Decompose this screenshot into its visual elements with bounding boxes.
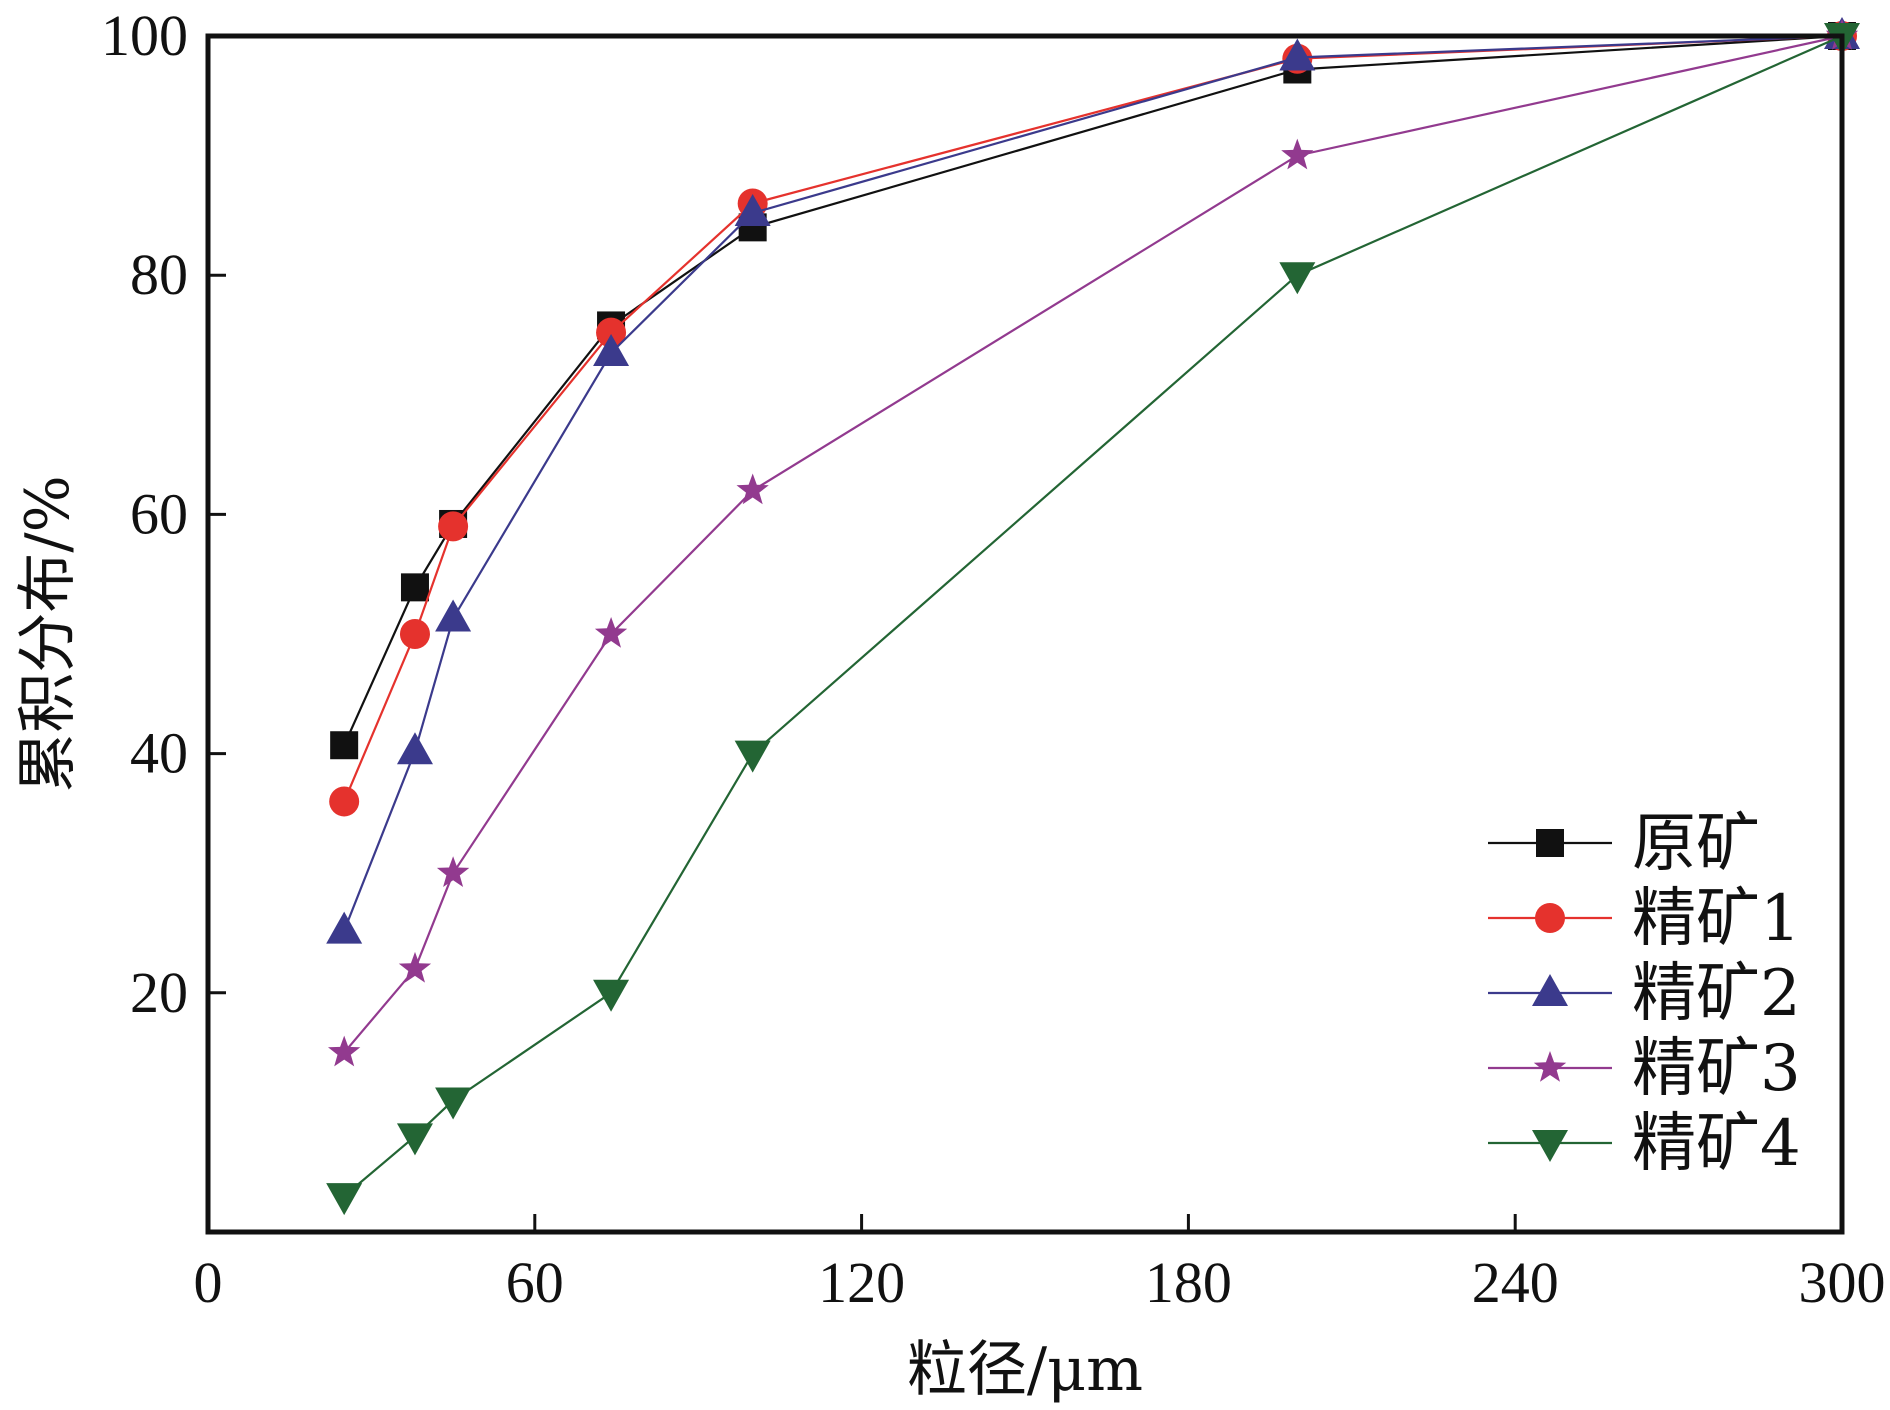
data-point xyxy=(326,911,363,944)
y-tick-label: 60 xyxy=(130,481,188,546)
y-tick-label: 100 xyxy=(101,3,188,68)
x-tick-label: 0 xyxy=(194,1250,223,1315)
legend-marker xyxy=(1532,1130,1568,1162)
tick-layer: 0 60 120 180 240 300 20 40 60 80 100 xyxy=(101,3,1886,1315)
legend-label: 精矿4 xyxy=(1632,1107,1801,1181)
data-point xyxy=(736,473,769,505)
plot-frame xyxy=(205,33,1845,1235)
data-point xyxy=(1279,38,1316,71)
legend-item: 精矿3 xyxy=(1488,1032,1801,1106)
data-point xyxy=(400,573,429,602)
legend-label: 精矿1 xyxy=(1632,882,1801,956)
legend-marker xyxy=(1533,1051,1567,1082)
x-tick-label: 180 xyxy=(1145,1250,1232,1315)
data-point xyxy=(435,1087,472,1120)
data-point xyxy=(396,732,433,765)
data-point xyxy=(330,731,359,760)
data-point xyxy=(438,511,469,542)
x-tick-label: 60 xyxy=(506,1250,564,1315)
series-5 xyxy=(326,23,1860,1216)
legend-label: 原矿 xyxy=(1632,807,1760,881)
data-point xyxy=(329,786,360,817)
data-point xyxy=(596,317,627,348)
data-point xyxy=(593,333,630,366)
legend-marker xyxy=(1536,829,1564,857)
data-point xyxy=(734,740,771,773)
series-layer xyxy=(326,17,1860,1216)
legend-item: 精矿1 xyxy=(1488,882,1801,956)
data-point xyxy=(435,599,472,632)
legend-item: 精矿4 xyxy=(1488,1107,1801,1181)
data-point xyxy=(399,619,430,649)
y-tick-label: 40 xyxy=(130,721,188,786)
legend-label: 精矿2 xyxy=(1632,957,1801,1031)
data-point xyxy=(436,856,470,887)
x-tick-label: 240 xyxy=(1472,1250,1559,1315)
y-axis-title: 累积分布/% xyxy=(13,475,83,792)
series-3 xyxy=(326,17,1860,944)
legend-marker xyxy=(1535,903,1565,933)
x-tick-label: 300 xyxy=(1799,1250,1886,1315)
y-tick-label: 20 xyxy=(130,960,188,1025)
data-point xyxy=(326,1183,363,1216)
data-point xyxy=(734,194,771,227)
x-axis-title: 粒径/μm xyxy=(907,1335,1143,1405)
data-point xyxy=(398,951,432,983)
legend-label: 精矿3 xyxy=(1632,1032,1801,1106)
legend-item: 原矿 xyxy=(1488,807,1760,881)
data-point xyxy=(1279,262,1316,295)
data-point xyxy=(1281,138,1314,170)
legend-marker xyxy=(1532,974,1568,1006)
x-tick-label: 120 xyxy=(818,1250,905,1315)
y-tick-label: 80 xyxy=(130,242,188,307)
data-point xyxy=(594,617,628,648)
data-point xyxy=(396,1123,433,1156)
data-point xyxy=(328,1035,361,1067)
data-point xyxy=(593,979,630,1012)
legend-item: 精矿2 xyxy=(1488,957,1801,1031)
